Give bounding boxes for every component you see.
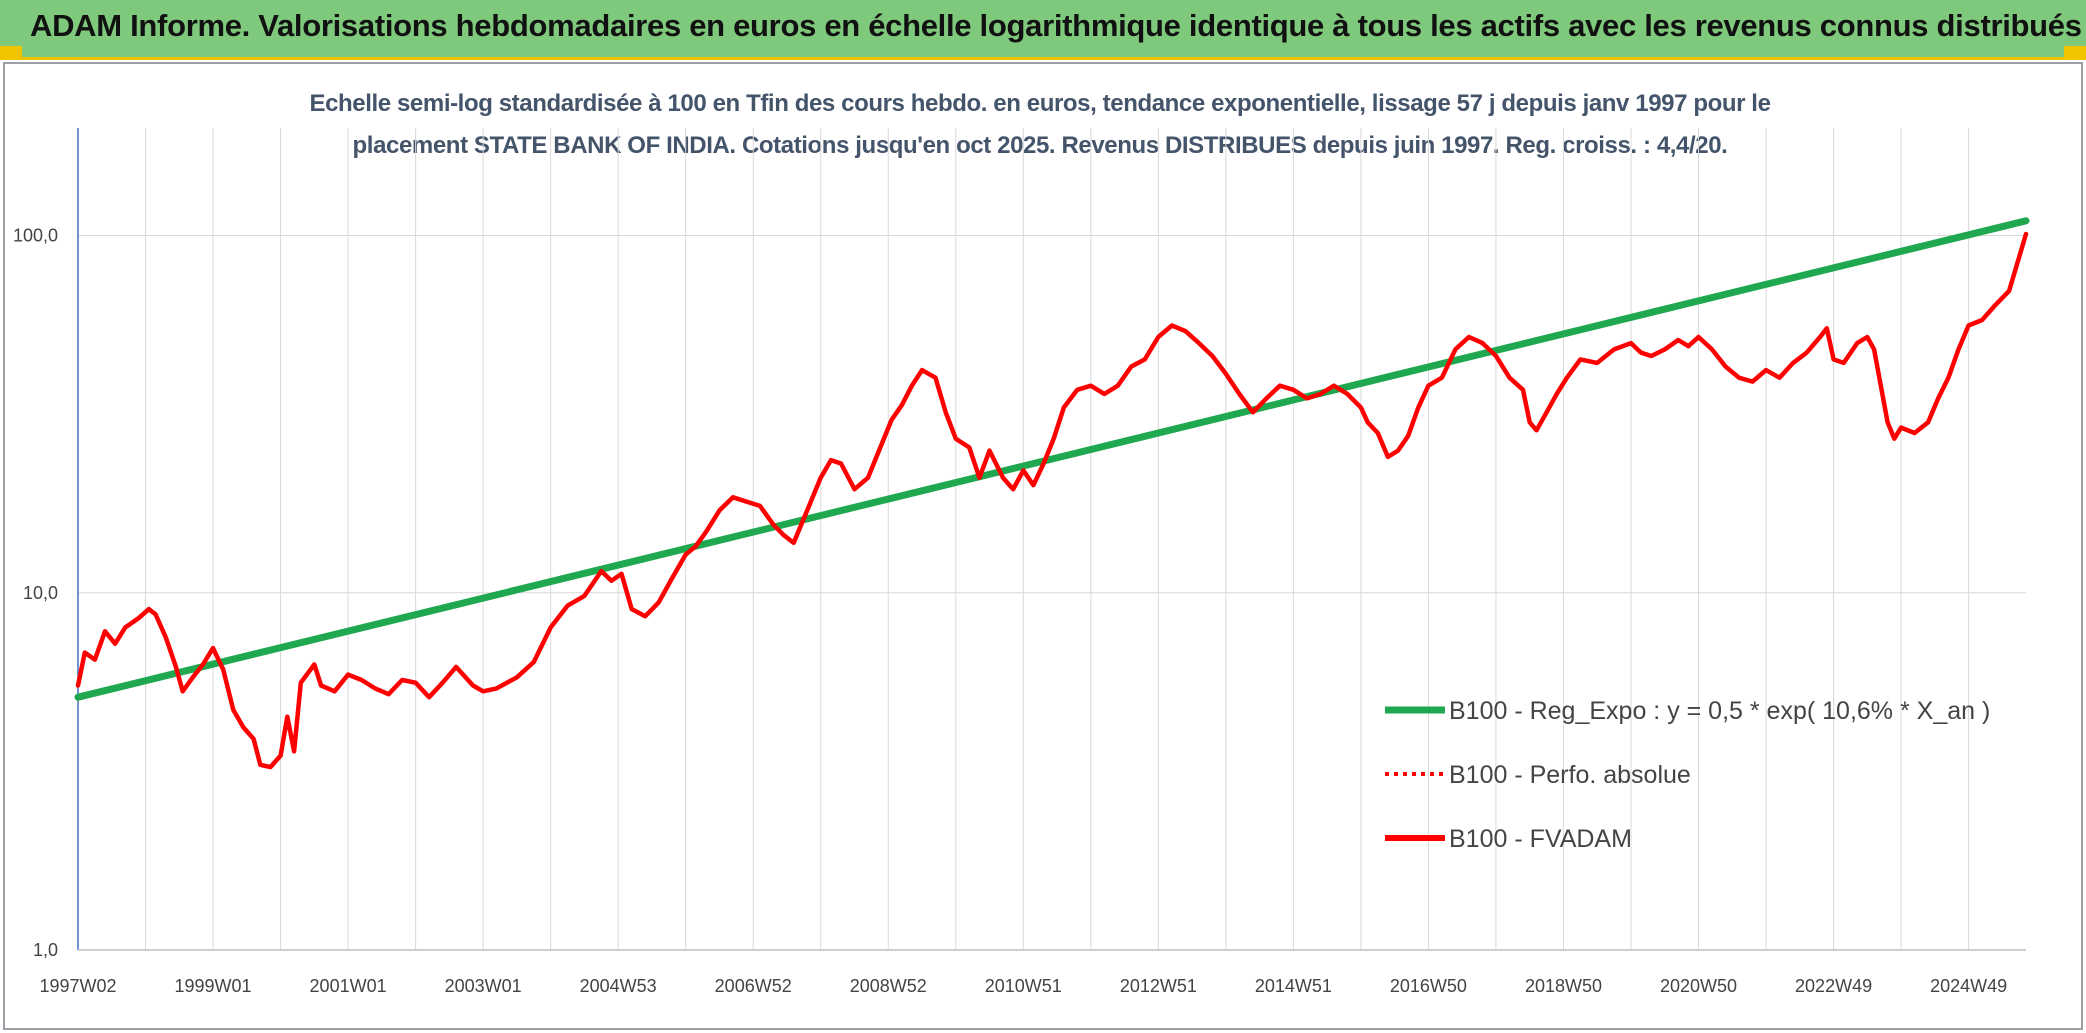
- x-tick-label: 2003W01: [445, 976, 522, 996]
- x-tick-labels: 1997W02 1999W01 2001W01 2003W01 2004W53 2006W…: [39, 976, 2007, 996]
- x-tick-label: 2022W49: [1795, 976, 1872, 996]
- y-tick-label: 100,0: [13, 226, 58, 246]
- chart-frame: [3, 62, 2083, 1030]
- report-header: ADAM Informe. Valorisations hebdomadaire…: [0, 0, 2086, 60]
- x-tick-label: 1999W01: [175, 976, 252, 996]
- x-tick-label: 2024W49: [1930, 976, 2007, 996]
- x-tick-label: 2008W52: [850, 976, 927, 996]
- x-tick-label: 1997W02: [39, 976, 116, 996]
- y-tick-label: 10,0: [23, 583, 58, 603]
- legend-entry: B100 - Reg_Expo : y = 0,5 * exp( 10,6% *…: [1449, 697, 1990, 725]
- series-line-reg-expo: [74, 217, 2030, 701]
- horizontal-gridlines: [78, 235, 2026, 594]
- x-tick-label: 2010W51: [985, 976, 1062, 996]
- x-tick-label: 2006W52: [715, 976, 792, 996]
- legend-entry: B100 - FVADAM: [1449, 825, 1632, 853]
- chart-legend: B100 - Reg_Expo : y = 0,5 * exp( 10,6% *…: [1385, 697, 1990, 853]
- report-title: ADAM Informe. Valorisations hebdomadaire…: [30, 8, 2082, 43]
- corner-marker-right: [2064, 46, 2086, 60]
- chart-subtitle-line1: Echelle semi-log standardisée à 100 en T…: [309, 90, 1771, 117]
- x-tick-label: 2020W50: [1660, 976, 1737, 996]
- x-tick-label: 2016W50: [1390, 976, 1467, 996]
- x-tick-label: 2004W53: [580, 976, 657, 996]
- x-tick-label: 2018W50: [1525, 976, 1602, 996]
- corner-marker-left: [0, 46, 22, 60]
- y-tick-labels: 100,0 10,0 1,0: [13, 226, 58, 960]
- series-layer: [74, 217, 2030, 770]
- x-tick-label: 2012W51: [1120, 976, 1197, 996]
- y-tick-label: 1,0: [33, 940, 58, 960]
- series-line-fvadam: [75, 231, 2029, 770]
- chart-subtitle-line2: placement STATE BANK OF INDIA. Cotations…: [352, 132, 1728, 159]
- x-tick-label: 2001W01: [310, 976, 387, 996]
- legend-entry: B100 - Perfo. absolue: [1449, 761, 1691, 789]
- vertical-gridlines: [77, 128, 1970, 950]
- x-tick-label: 2014W51: [1255, 976, 1332, 996]
